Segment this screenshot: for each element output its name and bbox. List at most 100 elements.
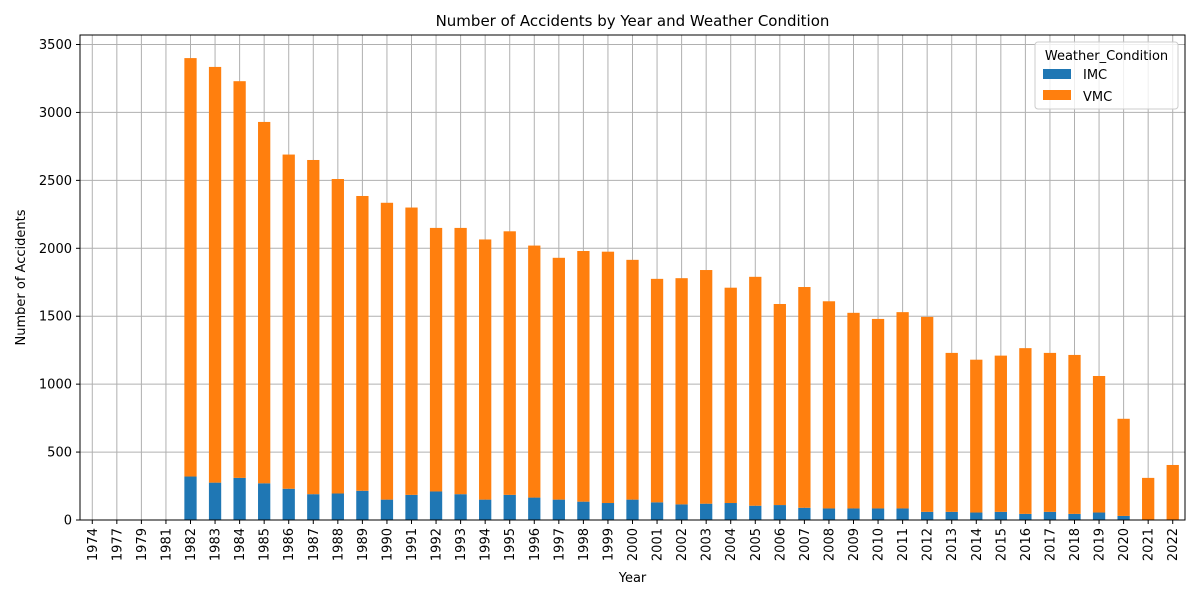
bar-vmc-2019 <box>1092 375 1106 513</box>
bar-imc-2018 <box>1068 513 1081 520</box>
bar-vmc-1986 <box>282 154 295 489</box>
bar-imc-2016 <box>1019 513 1032 520</box>
bar-vmc-2020 <box>1117 418 1130 516</box>
bar-imc-2009 <box>847 508 860 520</box>
legend-label-imc: IMC <box>1083 68 1107 83</box>
bar-imc-2012 <box>921 511 934 520</box>
y-tick-label: 1500 <box>39 310 72 325</box>
bar-vmc-2014 <box>970 359 983 513</box>
x-tick-label: 1984 <box>233 528 248 561</box>
bar-imc-1988 <box>331 493 344 520</box>
y-tick-label: 3500 <box>39 38 72 53</box>
bar-vmc-1989 <box>356 195 369 491</box>
bar-imc-1992 <box>429 491 443 520</box>
x-tick-label: 2022 <box>1166 528 1181 561</box>
bar-vmc-2002 <box>675 278 688 505</box>
bar-vmc-2013 <box>945 352 958 512</box>
x-tick-label: 1987 <box>307 528 322 561</box>
bar-vmc-2021 <box>1142 477 1155 520</box>
legend-swatch-vmc <box>1043 90 1071 100</box>
bar-vmc-2015 <box>994 355 1007 512</box>
bar-vmc-2001 <box>650 278 664 503</box>
x-tick-label: 1998 <box>577 528 592 561</box>
bar-vmc-1997 <box>552 257 565 500</box>
legend-swatch-imc <box>1043 69 1071 79</box>
bar-imc-1998 <box>577 501 590 520</box>
bars <box>86 58 1179 520</box>
bar-imc-1996 <box>528 497 541 520</box>
bar-imc-2001 <box>650 502 664 520</box>
bar-vmc-2005 <box>749 276 762 506</box>
x-tick-label: 2000 <box>626 528 641 561</box>
bar-imc-2000 <box>626 499 639 520</box>
bar-vmc-1991 <box>405 207 418 495</box>
legend-title: Weather_Condition <box>1045 49 1168 64</box>
bar-imc-2011 <box>896 508 909 520</box>
bar-vmc-2018 <box>1068 354 1081 514</box>
bar-imc-1989 <box>356 490 369 520</box>
chart-title: Number of Accidents by Year and Weather … <box>436 12 830 30</box>
x-tick-label: 1985 <box>258 528 273 561</box>
x-tick-label: 2021 <box>1142 528 1157 561</box>
x-tick-label: 2005 <box>749 528 764 561</box>
bar-imc-2014 <box>970 512 983 520</box>
bar-vmc-1990 <box>380 202 394 500</box>
bar-vmc-2009 <box>847 312 860 509</box>
bar-imc-1993 <box>454 494 467 520</box>
x-tick-label: 1999 <box>601 528 616 561</box>
x-tick-label: 2009 <box>847 528 862 561</box>
x-axis-ticks: 1974 1977 1979 1981 1982 1983 1984 1985 1986 1987… <box>86 520 1181 561</box>
bar-imc-2015 <box>994 511 1007 520</box>
y-tick-label: 1000 <box>39 378 72 393</box>
bar-vmc-2022 <box>1166 464 1179 520</box>
x-tick-label: 1979 <box>135 528 150 561</box>
x-tick-label: 2015 <box>994 528 1009 561</box>
x-tick-label: 1994 <box>479 528 494 561</box>
y-axis-title: Number of Accidents <box>14 209 29 345</box>
bar-imc-1982 <box>184 476 197 520</box>
x-tick-label: 2002 <box>675 528 690 561</box>
x-tick-label: 2006 <box>773 528 788 561</box>
bar-vmc-1985 <box>258 121 271 484</box>
y-tick-label: 2500 <box>39 174 72 189</box>
y-axis-ticks: 0 500 1000 1500 2000 2500 3000 3500 <box>39 38 80 529</box>
x-tick-label: 1983 <box>209 528 224 561</box>
x-tick-label: 2018 <box>1068 528 1083 561</box>
bar-vmc-2004 <box>724 287 737 504</box>
x-tick-label: 2013 <box>945 528 960 561</box>
bar-imc-1983 <box>208 482 222 520</box>
y-tick-label: 2000 <box>39 242 72 257</box>
bar-vmc-1983 <box>208 66 222 483</box>
x-tick-label: 1995 <box>503 528 518 561</box>
bar-vmc-2010 <box>871 318 885 509</box>
x-tick-label: 2014 <box>970 528 985 561</box>
x-axis-title: Year <box>618 571 647 586</box>
bar-imc-2005 <box>749 505 762 520</box>
bar-imc-1995 <box>503 494 516 520</box>
bar-imc-1999 <box>601 503 615 520</box>
y-tick-label: 0 <box>64 514 72 529</box>
bar-vmc-2000 <box>626 259 639 500</box>
bar-imc-1984 <box>233 477 246 520</box>
bar-vmc-1998 <box>577 251 590 502</box>
x-tick-label: 2012 <box>921 528 936 561</box>
bar-imc-1990 <box>380 499 394 520</box>
bar-vmc-2003 <box>700 270 713 504</box>
bar-imc-1985 <box>258 483 271 520</box>
bar-vmc-1999 <box>601 251 615 504</box>
x-tick-label: 1988 <box>331 528 346 561</box>
bar-vmc-1987 <box>307 159 320 495</box>
x-tick-label: 1997 <box>552 528 567 561</box>
y-tick-label: 500 <box>47 446 72 461</box>
y-tick-label: 3000 <box>39 106 72 121</box>
x-tick-label: 2003 <box>700 528 715 561</box>
x-tick-label: 2004 <box>724 528 739 561</box>
x-tick-label: 2008 <box>822 528 837 561</box>
bar-imc-1991 <box>405 494 418 520</box>
bar-vmc-1995 <box>503 231 516 495</box>
bar-imc-2010 <box>871 508 885 520</box>
bar-vmc-2017 <box>1043 352 1057 512</box>
bar-imc-2003 <box>700 503 713 520</box>
bar-imc-2002 <box>675 504 688 520</box>
bar-vmc-1996 <box>528 245 541 498</box>
